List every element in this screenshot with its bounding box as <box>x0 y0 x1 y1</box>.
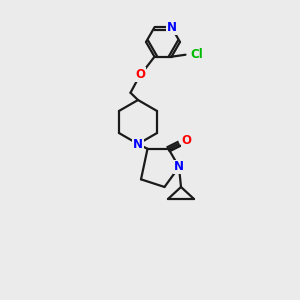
Text: N: N <box>174 160 184 173</box>
Text: N: N <box>133 137 143 151</box>
Text: Cl: Cl <box>190 48 203 61</box>
Text: N: N <box>167 21 176 34</box>
Text: O: O <box>136 68 146 81</box>
Text: O: O <box>182 134 191 147</box>
